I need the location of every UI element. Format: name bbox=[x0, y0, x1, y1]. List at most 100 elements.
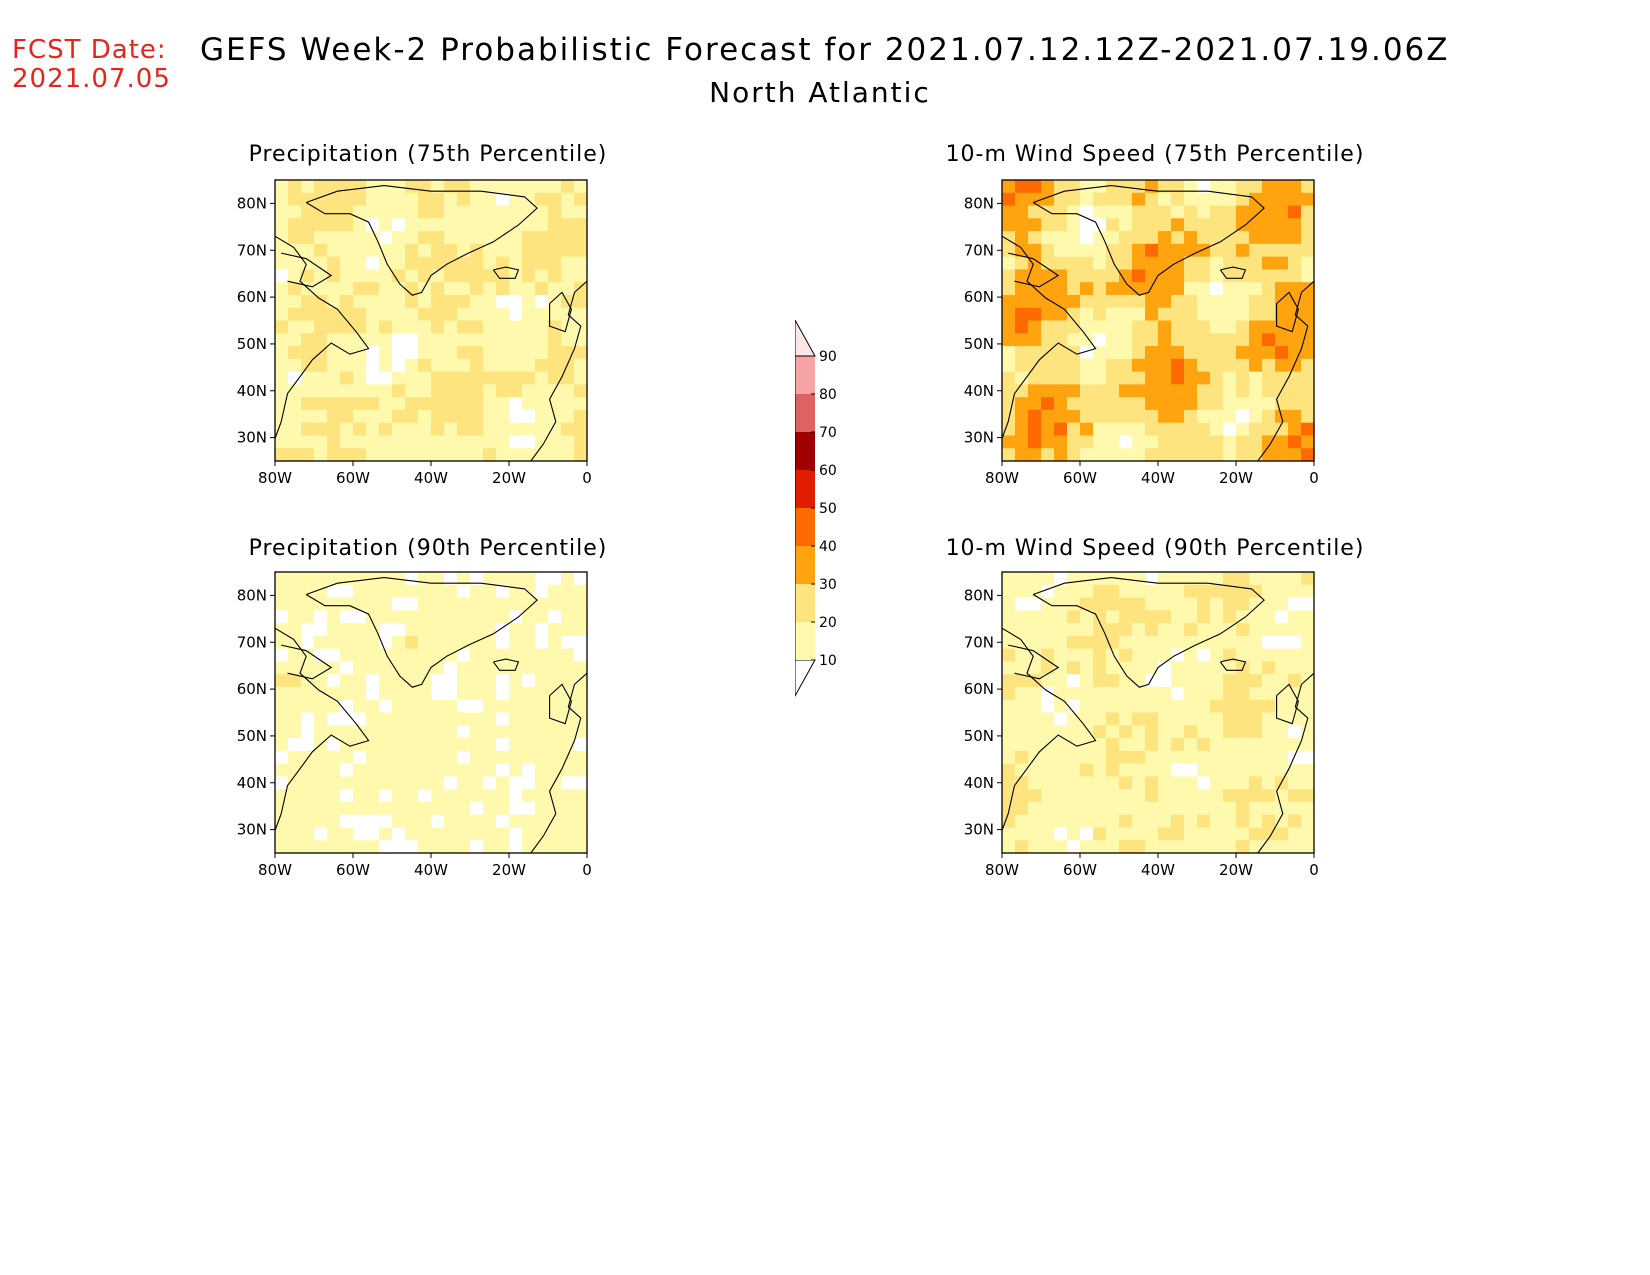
field-cell bbox=[509, 827, 523, 841]
field-cell bbox=[457, 699, 471, 714]
field-cell bbox=[444, 674, 458, 688]
field-cell bbox=[1288, 750, 1302, 765]
field-cell bbox=[379, 686, 393, 701]
field-cell bbox=[457, 572, 471, 586]
field-cell bbox=[1223, 205, 1237, 219]
field-cell bbox=[1275, 358, 1289, 373]
field-cell bbox=[405, 346, 419, 360]
field-cell bbox=[1171, 307, 1185, 322]
field-cell bbox=[496, 814, 510, 829]
field-cell bbox=[535, 725, 549, 739]
field-cell bbox=[483, 750, 497, 765]
field-cell bbox=[457, 371, 471, 385]
field-cell bbox=[1197, 840, 1211, 854]
field-cell bbox=[1223, 269, 1237, 283]
field-cell bbox=[1249, 320, 1263, 334]
field-cell bbox=[418, 597, 432, 611]
colorbar-segment bbox=[795, 356, 815, 394]
field-cell bbox=[1132, 397, 1146, 411]
field-cell bbox=[1210, 192, 1224, 207]
field-cell bbox=[1210, 674, 1224, 688]
field-cell bbox=[1171, 584, 1185, 599]
field-cell bbox=[379, 623, 393, 637]
field-cell bbox=[353, 738, 367, 752]
field-cell bbox=[1288, 180, 1302, 194]
field-cell bbox=[1002, 597, 1016, 611]
colorbar-label: 40 bbox=[819, 539, 837, 555]
field-cell bbox=[561, 409, 575, 424]
field-cell bbox=[457, 814, 471, 829]
field-cell bbox=[496, 346, 510, 360]
field-cell bbox=[1119, 320, 1133, 334]
field-cell bbox=[1236, 763, 1250, 777]
field-cell bbox=[405, 448, 419, 462]
coastline bbox=[492, 658, 520, 671]
field-cell bbox=[483, 371, 497, 385]
field-cell bbox=[1236, 635, 1250, 650]
field-cell bbox=[1171, 827, 1185, 841]
field-cell bbox=[522, 801, 536, 816]
field-cell bbox=[1054, 750, 1068, 765]
field-cell bbox=[1119, 789, 1133, 803]
field-cell bbox=[470, 597, 484, 611]
field-cell bbox=[548, 738, 562, 752]
field-cell bbox=[457, 294, 471, 309]
field-cell bbox=[379, 763, 393, 777]
lat-label: 70N bbox=[237, 633, 267, 651]
field-cell bbox=[1054, 435, 1068, 449]
field-cell bbox=[574, 346, 588, 360]
field-cell bbox=[1288, 205, 1302, 219]
field-cell bbox=[483, 307, 497, 322]
field-cell bbox=[340, 358, 354, 373]
coastline bbox=[274, 627, 370, 831]
field-cell bbox=[1223, 180, 1237, 194]
field-cell bbox=[548, 282, 562, 296]
field-cell bbox=[548, 674, 562, 688]
map-wind-75: 80N 70N 60N 50N 40N 30N 80W 60W 40W 20W 0 bbox=[947, 179, 1334, 491]
field-cell bbox=[1054, 763, 1068, 777]
field-cell bbox=[1236, 384, 1250, 398]
field-cell bbox=[1184, 674, 1198, 688]
field-cell bbox=[535, 269, 549, 283]
field-cell bbox=[496, 269, 510, 283]
field-cell bbox=[1262, 827, 1276, 841]
field-cell bbox=[418, 397, 432, 411]
field-cell bbox=[275, 205, 289, 219]
field-cell bbox=[288, 801, 302, 816]
field-cell bbox=[1158, 218, 1172, 232]
field-cell bbox=[1301, 623, 1315, 637]
field-cell bbox=[340, 610, 354, 624]
field-cell bbox=[548, 371, 562, 385]
field-cell bbox=[1236, 231, 1250, 245]
field-cell bbox=[1002, 333, 1016, 347]
field-cell bbox=[392, 371, 406, 385]
field-cell bbox=[1197, 371, 1211, 385]
field-cell bbox=[314, 218, 328, 232]
field-cell bbox=[1288, 648, 1302, 663]
field-cell bbox=[1275, 180, 1289, 194]
field-cell bbox=[288, 422, 302, 437]
field-cell bbox=[1119, 358, 1133, 373]
field-cell bbox=[431, 282, 445, 296]
forecast-date: FCST Date: 2021.07.05 bbox=[12, 36, 171, 94]
field-cell bbox=[509, 750, 523, 765]
field-cell bbox=[483, 397, 497, 411]
field-cell bbox=[327, 269, 341, 283]
field-cell bbox=[431, 435, 445, 449]
field-cell bbox=[1028, 180, 1042, 194]
field-cell bbox=[457, 750, 471, 765]
field-cell bbox=[1067, 725, 1081, 739]
field-cell bbox=[535, 320, 549, 334]
field-cell bbox=[444, 282, 458, 296]
field-cell bbox=[353, 623, 367, 637]
field-cell bbox=[509, 763, 523, 777]
field-cell bbox=[1249, 282, 1263, 296]
field-cell bbox=[1093, 256, 1107, 271]
field-cell bbox=[1288, 686, 1302, 701]
field-cell bbox=[1223, 738, 1237, 752]
field-cell bbox=[1054, 584, 1068, 599]
field-cell bbox=[431, 776, 445, 790]
field-cell bbox=[496, 448, 510, 462]
field-cell bbox=[1054, 307, 1068, 322]
field-cell bbox=[1171, 435, 1185, 449]
